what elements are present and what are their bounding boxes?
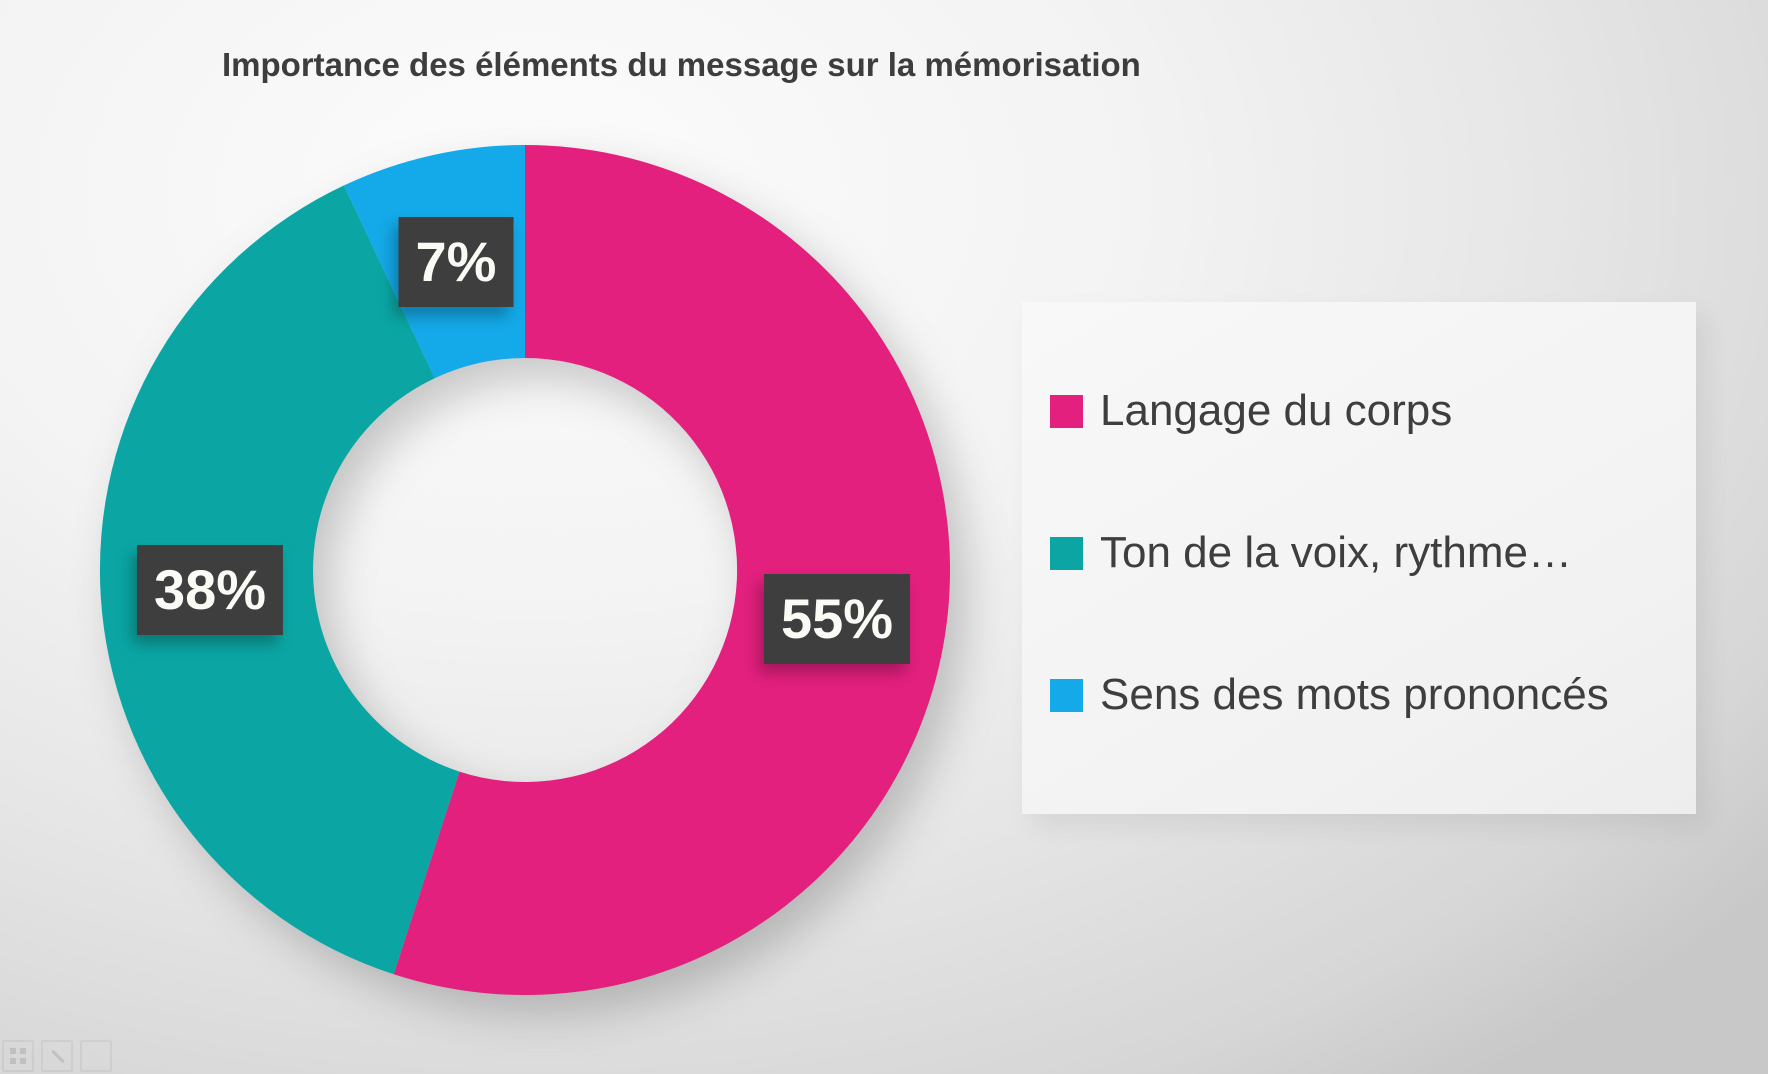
chart-legend: Langage du corps Ton de la voix, rythme…… — [1022, 302, 1696, 814]
pie-slice-0 — [393, 145, 951, 996]
legend-item-sens-des-mots: Sens des mots prononcés — [1050, 663, 1696, 727]
legend-item-langage-du-corps: Langage du corps — [1050, 379, 1696, 443]
data-label-2: 7% — [398, 217, 514, 307]
legend-swatch-icon — [1050, 678, 1083, 712]
legend-label: Sens des mots prononcés — [1100, 670, 1609, 719]
data-label-1: 38% — [136, 545, 284, 635]
chart-title: Importance des éléments du message sur l… — [222, 46, 1141, 83]
legend-swatch-icon — [1050, 394, 1083, 428]
legend-swatch-icon — [1050, 536, 1083, 570]
blank-square-icon[interactable] — [80, 1040, 112, 1072]
legend-label: Langage du corps — [1100, 386, 1453, 435]
data-label-0: 55% — [763, 574, 911, 664]
legend-label: Ton de la voix, rythme… — [1100, 528, 1572, 577]
pen-icon[interactable] — [41, 1040, 73, 1072]
legend-item-ton-de-la-voix: Ton de la voix, rythme… — [1050, 521, 1696, 585]
bottom-toolbar — [2, 1040, 112, 1072]
grid-icon[interactable] — [2, 1040, 34, 1072]
